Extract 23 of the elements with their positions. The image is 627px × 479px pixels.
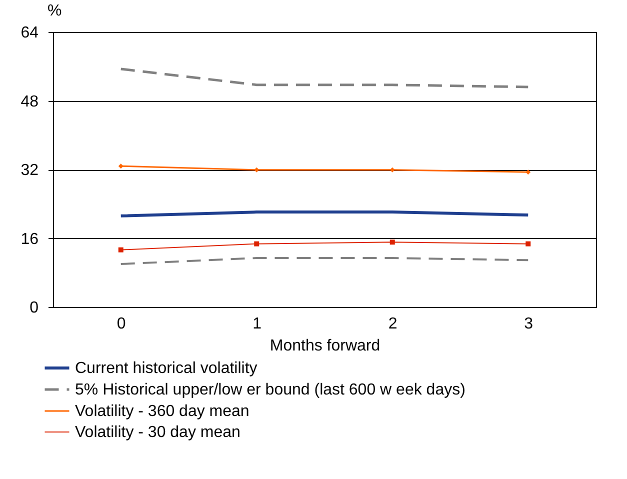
legend-label: Volatility - 30 day mean bbox=[75, 424, 240, 441]
point bbox=[390, 167, 395, 172]
y-axis-title: % bbox=[48, 2, 62, 20]
x-axis-title: Months forward bbox=[270, 338, 380, 354]
point bbox=[254, 167, 260, 172]
y-tick-label: 16 bbox=[20, 230, 39, 248]
point bbox=[254, 241, 260, 246]
point bbox=[526, 170, 531, 175]
y-tick-label: 48 bbox=[20, 93, 39, 110]
y-tick-label: 0 bbox=[30, 300, 39, 316]
x-tick-label: 1 bbox=[252, 316, 262, 332]
point bbox=[118, 164, 124, 169]
y-tick-label: 32 bbox=[20, 162, 39, 179]
legend-label: Current historical volatility bbox=[75, 360, 258, 377]
x-tick-label: 3 bbox=[524, 316, 534, 332]
point bbox=[390, 240, 395, 245]
x-tick-label: 0 bbox=[116, 316, 126, 332]
x-tick-label: 2 bbox=[388, 316, 398, 332]
legend-label: Volatility - 360 day mean bbox=[75, 403, 250, 420]
point bbox=[526, 241, 531, 246]
legend-label: 5% Historical upper/low er bound (last 600 w eek days) bbox=[75, 382, 466, 398]
point bbox=[118, 247, 124, 252]
y-tick-label: 64 bbox=[20, 24, 39, 42]
